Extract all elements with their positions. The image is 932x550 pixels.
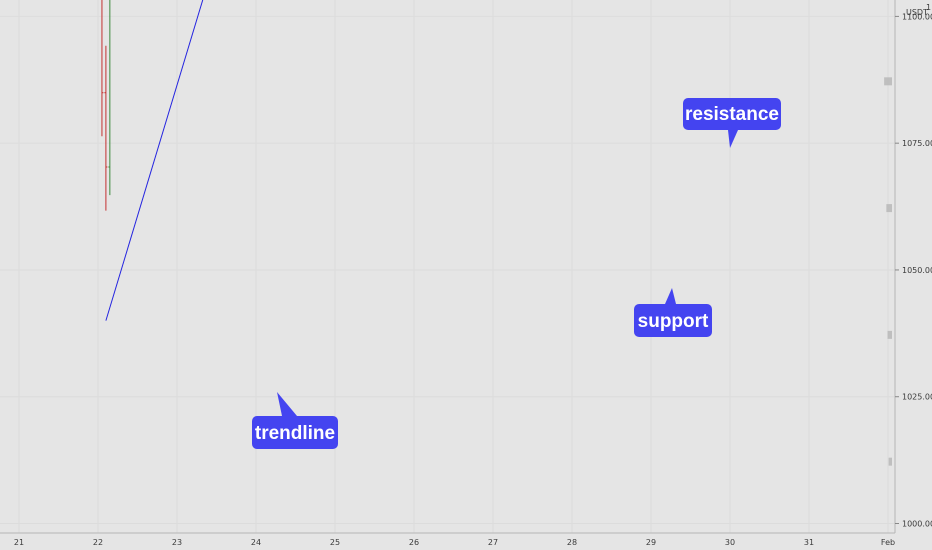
volume-profile-bar <box>886 204 892 213</box>
trendline-callout: trendline <box>252 392 338 449</box>
resistance-callout-box <box>683 98 781 130</box>
currency-superscript: 1 <box>926 3 931 12</box>
time-axis-tick-label: 27 <box>488 538 498 547</box>
currency-label: USDT <box>906 8 928 17</box>
time-axis-tick-label: 28 <box>567 538 577 547</box>
price-axis-background <box>895 0 932 550</box>
time-axis-tick-label: 25 <box>330 538 340 547</box>
trendline-callout-box <box>252 416 338 449</box>
time-axis-tick-label: 30 <box>725 538 735 547</box>
support-callout-label: support <box>638 311 709 332</box>
time-axis-tick-label: Feb <box>881 538 895 547</box>
resistance-callout-tail <box>728 130 738 148</box>
price-axis-tick-label: 1025.00 <box>902 393 932 402</box>
support-callout: support <box>634 288 712 337</box>
time-axis-background <box>0 533 932 550</box>
time-axis-tick-label: 22 <box>93 538 103 547</box>
time-axis: 21 22 23 24 25 26 27 28 29 30 31 Feb <box>0 532 932 550</box>
time-axis-tick-label: 29 <box>646 538 656 547</box>
time-axis-tick-label: 24 <box>251 538 261 547</box>
candle <box>104 45 108 211</box>
candles <box>101 0 111 211</box>
resistance-callout-label: resistance <box>685 104 779 125</box>
time-axis-tick-label: 23 <box>172 538 182 547</box>
price-axis-tick-label: 1100.00 <box>902 12 932 21</box>
volume-profile <box>884 77 892 466</box>
trendline-callout-tail <box>277 392 297 416</box>
volume-profile-bar <box>887 330 892 339</box>
price-axis-tick-label: 1050.00 <box>902 266 932 275</box>
time-axis-tick-label: 26 <box>409 538 419 547</box>
grid <box>0 0 895 533</box>
trendline-callout-label: trendline <box>255 423 335 444</box>
time-axis-tick-label: 21 <box>14 538 24 547</box>
candle <box>108 0 111 196</box>
time-axis-tick-label: 31 <box>804 538 814 547</box>
volume-profile-bar <box>884 77 892 86</box>
price-axis-tick-label: 1075.00 <box>902 139 932 148</box>
price-axis-tick-label: 1000.00 <box>902 520 932 529</box>
candle <box>101 0 104 137</box>
resistance-callout: resistance <box>683 98 781 148</box>
price-axis: 1000.001025.001050.001075.001100.001125.… <box>894 0 932 550</box>
volume-profile-bar <box>888 457 892 466</box>
support-callout-box <box>634 304 712 337</box>
trendline <box>105 0 204 321</box>
support-callout-tail <box>665 288 676 304</box>
